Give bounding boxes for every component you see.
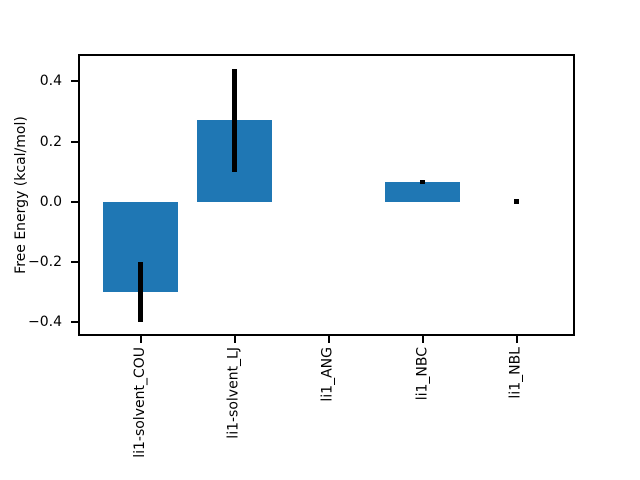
x-tick <box>234 336 236 343</box>
y-tick-label: 0.2 <box>40 134 62 150</box>
error-bar <box>138 262 143 322</box>
y-tick-label: 0.4 <box>40 73 62 89</box>
x-tick-label: li1_NBL <box>509 347 524 399</box>
y-tick <box>71 321 78 323</box>
plot-area <box>78 54 575 336</box>
x-tick-label: li1-solvent_COU <box>133 347 148 458</box>
x-tick <box>422 336 424 343</box>
x-tick <box>328 336 330 343</box>
y-tick-label: −0.4 <box>28 314 62 330</box>
x-tick-label: li1_ANG <box>321 347 336 402</box>
y-tick <box>71 141 78 143</box>
y-tick-label: 0.0 <box>40 194 62 210</box>
error-bar <box>514 199 519 204</box>
chart-figure: Free Energy (kcal/mol) li1-solvent_COU li… <box>0 0 640 480</box>
y-tick <box>71 201 78 203</box>
y-tick-label: −0.2 <box>28 254 62 270</box>
x-tick <box>516 336 518 343</box>
y-tick <box>71 261 78 263</box>
x-tick <box>140 336 142 343</box>
error-bar <box>420 180 425 184</box>
y-axis-label: Free Energy (kcal/mol) <box>13 116 29 274</box>
y-tick <box>71 80 78 82</box>
x-tick-label: li1_NBC <box>415 347 430 400</box>
bar <box>385 182 460 202</box>
error-bar <box>232 69 237 171</box>
x-tick-label: li1-solvent_LJ <box>227 347 242 439</box>
